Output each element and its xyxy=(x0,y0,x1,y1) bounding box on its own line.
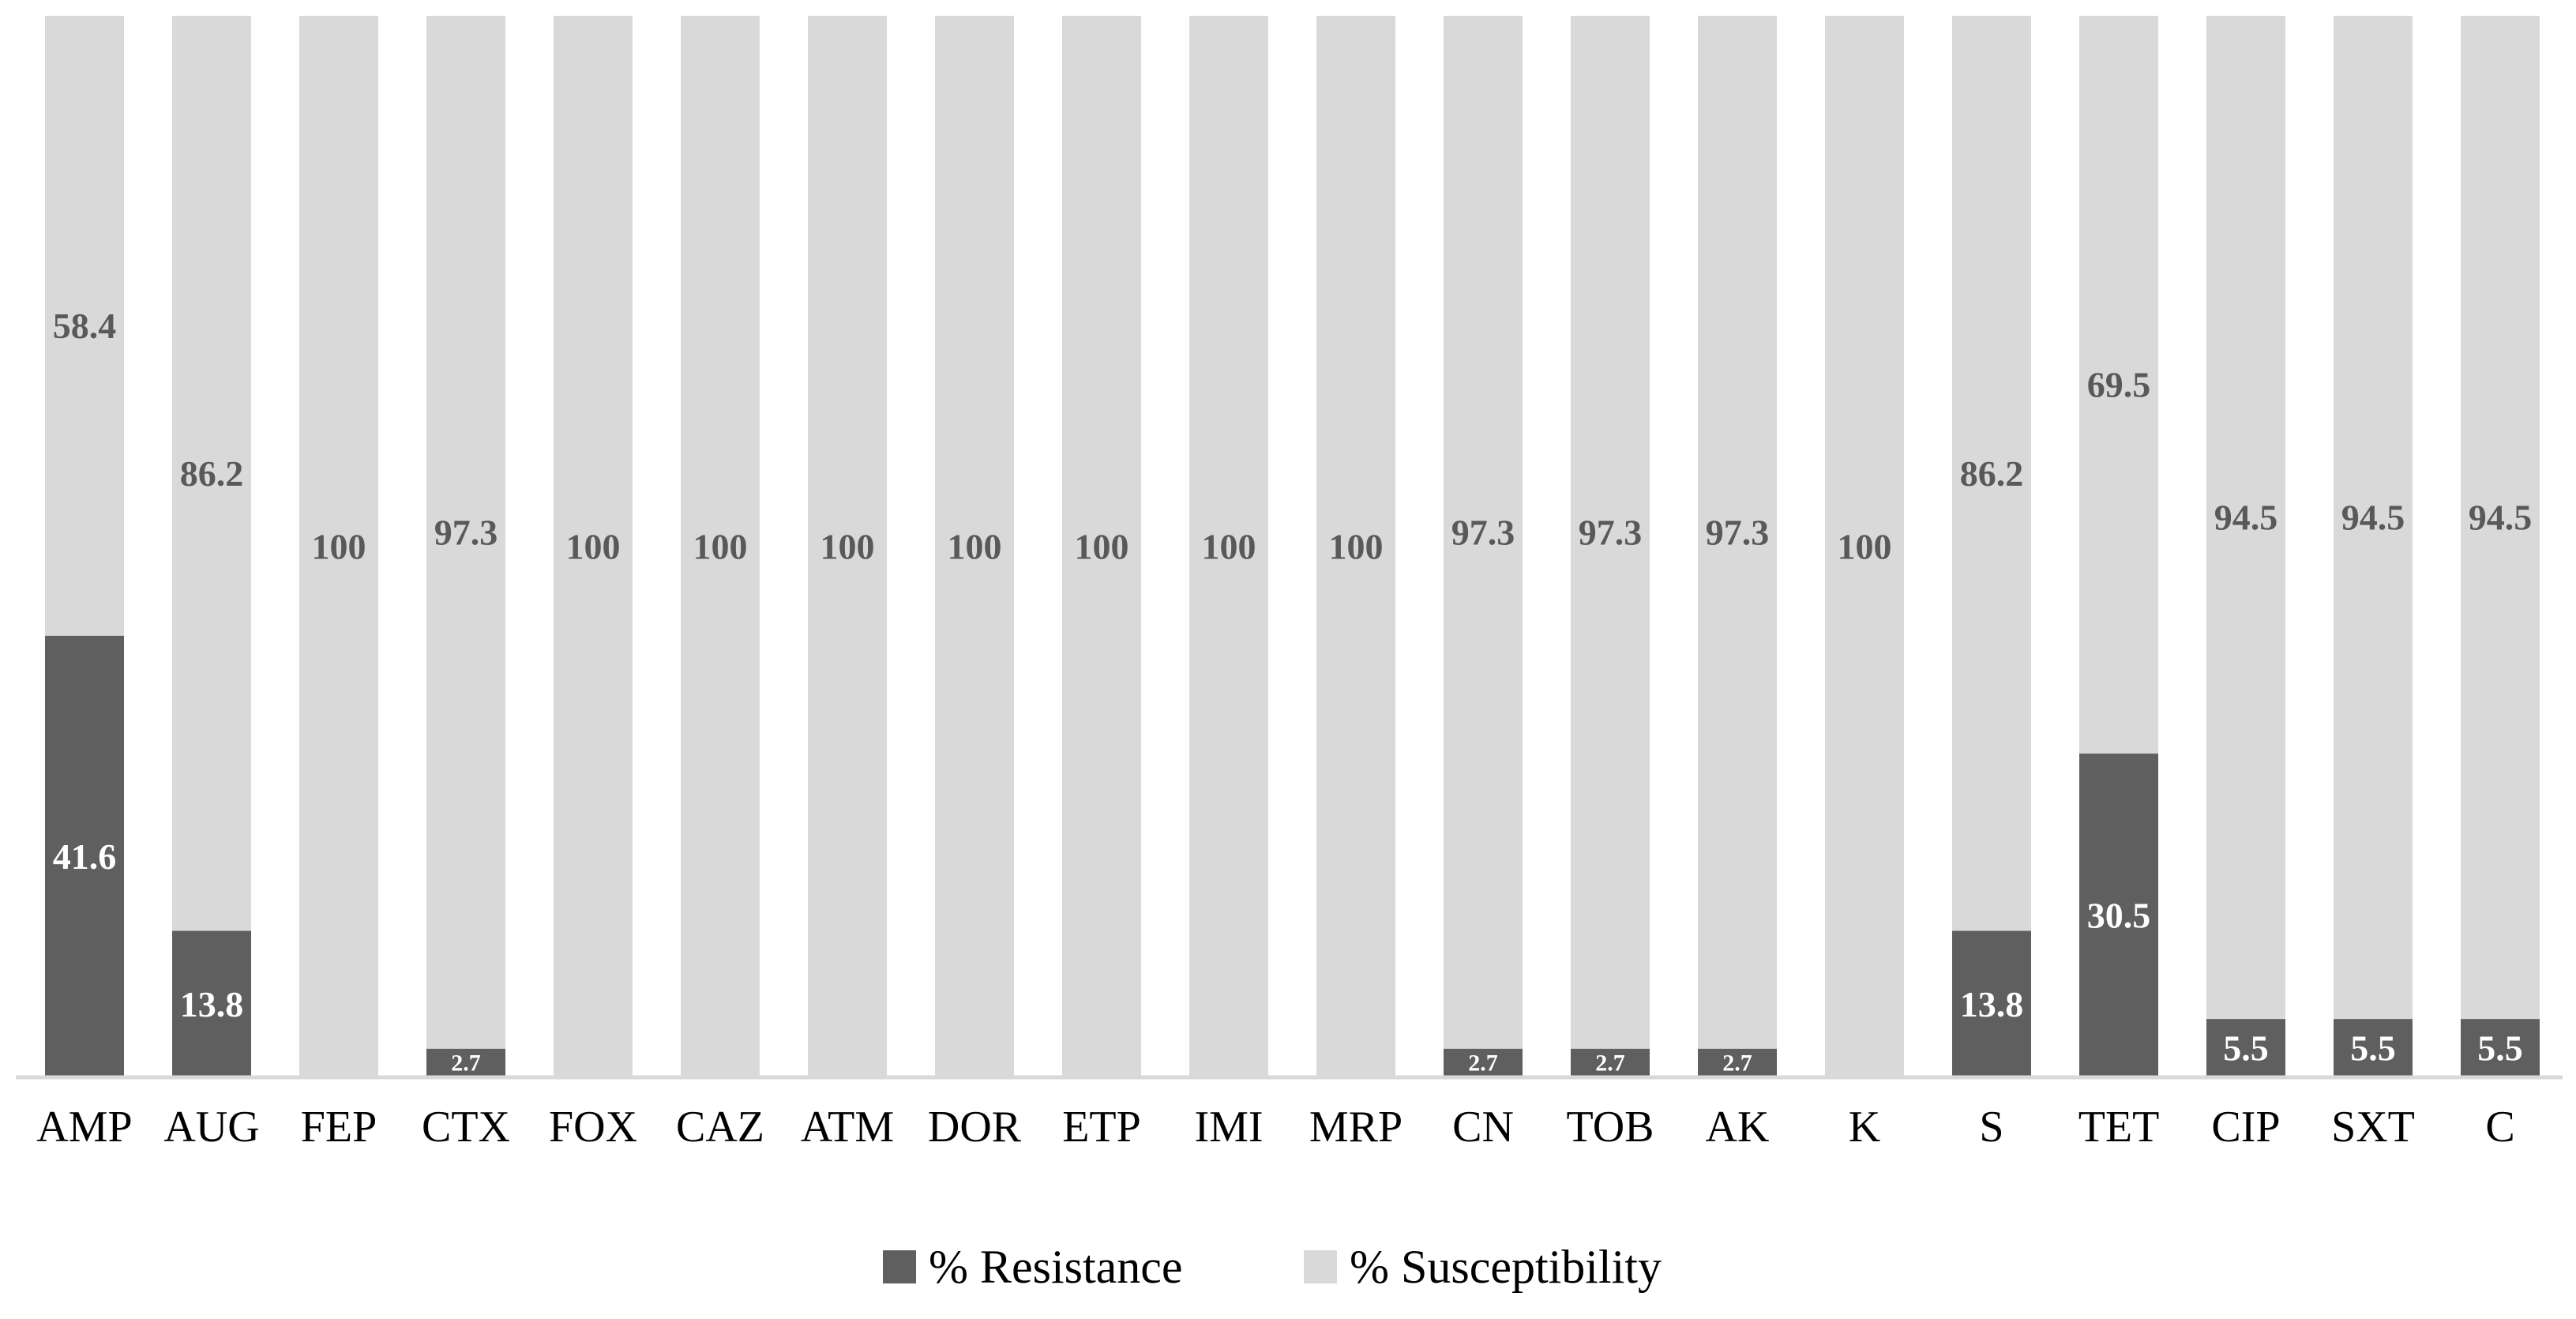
susceptibility-label-dor: 100 xyxy=(948,527,1002,567)
susceptibility-label-mrp: 100 xyxy=(1329,527,1384,567)
x-tick-aug: AUG xyxy=(163,1103,259,1152)
susceptibility-bar-caz xyxy=(681,16,760,1077)
x-tick-amp: AMP xyxy=(36,1103,132,1152)
x-tick-k: K xyxy=(1849,1103,1880,1152)
resistance-label-cn: 2.7 xyxy=(1468,1050,1498,1076)
resistance-bar-aug xyxy=(172,930,251,1077)
resistance-label-s: 13.8 xyxy=(1960,984,2024,1024)
susceptibility-label-ak: 97.3 xyxy=(1706,512,1770,552)
susceptibility-bar-amp xyxy=(45,16,124,636)
resistance-label-amp: 41.6 xyxy=(53,836,117,877)
legend-swatch-susceptibility xyxy=(1304,1250,1337,1283)
resistance-label-aug: 13.8 xyxy=(180,984,244,1024)
x-tick-cip: CIP xyxy=(2211,1103,2280,1152)
susceptibility-bar-fox xyxy=(554,16,633,1077)
x-tick-caz: CAZ xyxy=(676,1103,764,1152)
x-tick-ctx: CTX xyxy=(422,1103,510,1152)
susceptibility-label-s: 86.2 xyxy=(1960,453,2024,494)
resistance-bar-cn xyxy=(1444,1048,1523,1077)
resistance-bar-s xyxy=(1952,930,2031,1077)
susceptibility-label-fox: 100 xyxy=(566,527,621,567)
legend: % Resistance % Susceptibility xyxy=(883,1241,1662,1293)
resistance-label-cip: 5.5 xyxy=(2223,1028,2269,1069)
resistance-bar-cip xyxy=(2206,1019,2285,1077)
susceptibility-label-amp: 58.4 xyxy=(53,306,117,346)
susceptibility-bar-mrp xyxy=(1316,16,1395,1077)
susceptibility-bar-cn xyxy=(1444,16,1523,1049)
resistance-bar-c xyxy=(2461,1019,2540,1077)
resistance-bar-ak xyxy=(1698,1048,1777,1077)
x-tick-atm: ATM xyxy=(801,1103,894,1152)
x-tick-etp: ETP xyxy=(1062,1103,1141,1152)
resistance-bar-ctx xyxy=(426,1048,505,1077)
x-tick-mrp: MRP xyxy=(1309,1103,1403,1152)
susceptibility-label-tet: 69.5 xyxy=(2087,365,2151,405)
x-tick-imi: IMI xyxy=(1194,1103,1263,1152)
susceptibility-bar-fep xyxy=(299,16,378,1077)
resistance-label-c: 5.5 xyxy=(2477,1028,2523,1069)
susceptibility-label-k: 100 xyxy=(1838,527,1892,567)
susceptibility-bar-aug xyxy=(172,16,251,931)
susceptibility-label-etp: 100 xyxy=(1075,527,1129,567)
susceptibility-bar-imi xyxy=(1189,16,1268,1077)
x-tick-c: C xyxy=(2485,1103,2514,1152)
susceptibility-label-caz: 100 xyxy=(693,527,748,567)
bars-layer xyxy=(45,16,2540,1077)
susceptibility-label-sxt: 94.5 xyxy=(2341,498,2405,538)
susceptibility-bar-tob xyxy=(1571,16,1650,1049)
susceptibility-label-cn: 97.3 xyxy=(1451,512,1515,552)
susceptibility-label-fep: 100 xyxy=(312,527,366,567)
susceptibility-bar-sxt xyxy=(2334,16,2413,1020)
legend-label-susceptibility: % Susceptibility xyxy=(1350,1241,1662,1293)
susceptibility-bar-k xyxy=(1825,16,1904,1077)
susceptibility-bar-tet xyxy=(2079,16,2158,754)
resistance-label-sxt: 5.5 xyxy=(2350,1028,2396,1069)
x-tick-fep: FEP xyxy=(301,1103,377,1152)
data-labels-layer: 41.6 58.4 13.8 86.2 100 2.7 97.3 100 100 100 100 10… xyxy=(53,306,2533,1076)
susceptibility-bar-cip xyxy=(2206,16,2285,1020)
resistance-bar-tet xyxy=(2079,753,2158,1077)
susceptibility-bar-ctx xyxy=(426,16,505,1049)
susceptibility-bar-ak xyxy=(1698,16,1777,1049)
x-tick-tet: TET xyxy=(2078,1103,2160,1152)
susceptibility-bar-atm xyxy=(808,16,887,1077)
resistance-label-tob: 2.7 xyxy=(1595,1050,1625,1076)
x-tick-s: S xyxy=(1979,1103,2003,1152)
susceptibility-label-c: 94.5 xyxy=(2469,498,2533,538)
susceptibility-label-aug: 86.2 xyxy=(180,453,244,494)
susceptibility-label-ctx: 97.3 xyxy=(434,512,498,552)
resistance-bar-tob xyxy=(1571,1048,1650,1077)
susceptibility-label-atm: 100 xyxy=(820,527,875,567)
x-tick-cn: CN xyxy=(1452,1103,1514,1152)
x-tick-dor: DOR xyxy=(928,1103,1022,1152)
legend-label-resistance: % Resistance xyxy=(929,1241,1183,1293)
susceptibility-bar-dor xyxy=(935,16,1014,1077)
x-tick-ak: AK xyxy=(1706,1103,1770,1152)
susceptibility-bar-etp xyxy=(1062,16,1141,1077)
susceptibility-label-cip: 94.5 xyxy=(2214,498,2278,538)
x-tick-tob: TOB xyxy=(1567,1103,1654,1152)
resistance-bar-sxt xyxy=(2334,1019,2413,1077)
susceptibility-bar-s xyxy=(1952,16,2031,931)
x-tick-labels: AMP AUG FEP CTX FOX CAZ ATM DOR ETP IMI MRP CN TOB AK… xyxy=(36,1103,2514,1152)
resistance-label-ctx: 2.7 xyxy=(451,1050,481,1076)
susceptibility-label-tob: 97.3 xyxy=(1579,512,1643,552)
susceptibility-label-imi: 100 xyxy=(1202,527,1256,567)
legend-swatch-resistance xyxy=(883,1250,916,1283)
resistance-label-tet: 30.5 xyxy=(2087,896,2151,936)
susceptibility-bar-c xyxy=(2461,16,2540,1020)
x-tick-sxt: SXT xyxy=(2331,1103,2415,1152)
resistance-bar-amp xyxy=(45,635,124,1077)
resistance-label-ak: 2.7 xyxy=(1722,1050,1752,1076)
x-tick-fox: FOX xyxy=(549,1103,637,1152)
